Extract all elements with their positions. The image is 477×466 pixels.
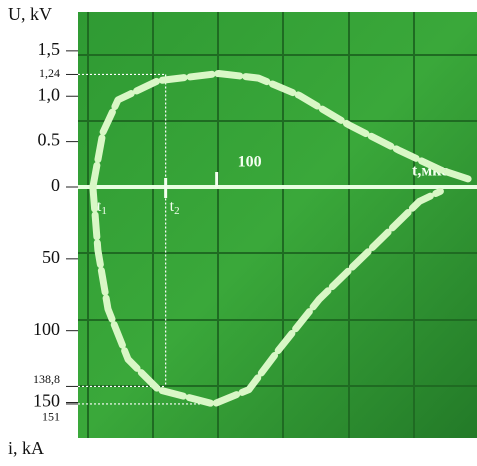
y-tick-label: 1,24 [39,66,60,80]
y-tick-label: 1,5 [38,39,61,59]
y2-axis-label: i, kA [8,438,44,458]
y2-tick-label: 138,8 [33,372,60,386]
x-tick-label: 100 [238,154,262,171]
y2-tick-label: 150 [33,391,60,411]
y2-tick-label: 151 [42,410,60,424]
screen [78,12,477,438]
marker-sub: 1 [101,205,107,217]
y-tick-label: 0 [51,175,60,195]
y2-tick-label: 100 [33,319,60,339]
y-tick-label: 1,0 [38,84,61,104]
y-axis-label: U, kV [8,4,52,24]
y-tick-label: 0.5 [38,130,61,150]
y2-tick-label: 50 [42,247,60,267]
marker-sub: 2 [174,205,180,217]
chart: U, kV i, kA t,мкс 00.51,01,241,550100138… [0,0,477,461]
